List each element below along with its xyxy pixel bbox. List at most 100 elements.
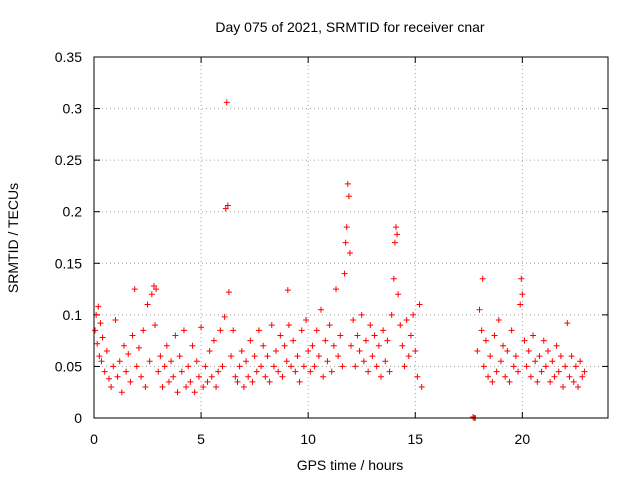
data-point xyxy=(195,373,202,380)
x-tick-label: 0 xyxy=(90,431,98,447)
data-point xyxy=(284,287,291,294)
data-point xyxy=(172,332,179,339)
data-point xyxy=(555,368,562,375)
data-point xyxy=(412,347,419,354)
data-point xyxy=(581,368,588,375)
data-point xyxy=(386,368,393,375)
data-point xyxy=(277,332,284,339)
data-point xyxy=(525,347,532,354)
data-point xyxy=(283,358,290,365)
data-point xyxy=(343,224,350,231)
data-point xyxy=(210,337,217,344)
data-point xyxy=(401,363,408,370)
data-point xyxy=(545,347,552,354)
data-point xyxy=(294,353,301,360)
data-point xyxy=(108,384,115,391)
data-point xyxy=(174,389,181,396)
data-point xyxy=(518,275,525,282)
data-point xyxy=(369,353,376,360)
data-point xyxy=(215,368,222,375)
data-point xyxy=(114,373,121,380)
data-point xyxy=(224,202,231,209)
data-point xyxy=(373,363,380,370)
data-point xyxy=(371,332,378,339)
data-point xyxy=(266,378,273,385)
data-point xyxy=(223,99,230,106)
data-point xyxy=(346,249,353,256)
data-point xyxy=(96,353,103,360)
data-point xyxy=(337,332,344,339)
plot-frame xyxy=(93,56,609,419)
data-point xyxy=(296,378,303,385)
data-point xyxy=(313,327,320,334)
data-point xyxy=(131,286,138,293)
data-point xyxy=(95,303,102,310)
data-point xyxy=(536,353,543,360)
data-point xyxy=(515,368,522,375)
data-point xyxy=(330,342,337,349)
data-point xyxy=(189,342,196,349)
data-point xyxy=(219,363,226,370)
data-point xyxy=(523,363,530,370)
data-point xyxy=(335,353,342,360)
data-point xyxy=(577,358,584,365)
data-point xyxy=(129,332,136,339)
data-point xyxy=(213,384,220,391)
data-point xyxy=(183,384,190,391)
data-point xyxy=(138,373,145,380)
data-point xyxy=(273,347,280,354)
y-tick-label: 0.15 xyxy=(55,255,82,271)
data-point xyxy=(510,363,517,370)
data-point xyxy=(152,322,159,329)
data-point xyxy=(236,363,243,370)
data-point xyxy=(476,306,483,313)
data-point xyxy=(178,368,185,375)
data-point xyxy=(560,384,567,391)
data-point xyxy=(318,306,325,313)
data-point xyxy=(127,378,134,385)
data-point xyxy=(202,363,209,370)
data-point xyxy=(225,289,232,296)
data-point xyxy=(180,327,187,334)
x-tick-label: 20 xyxy=(515,431,531,447)
data-point xyxy=(228,353,235,360)
data-point xyxy=(339,363,346,370)
data-point xyxy=(112,317,119,324)
data-point xyxy=(534,378,541,385)
data-point xyxy=(165,378,172,385)
data-point xyxy=(258,363,265,370)
data-point xyxy=(538,368,545,375)
data-point xyxy=(360,358,367,365)
data-point xyxy=(519,291,526,298)
data-point xyxy=(101,368,108,375)
data-point xyxy=(187,378,194,385)
data-point xyxy=(345,193,352,200)
data-point xyxy=(168,358,175,365)
data-point xyxy=(410,311,417,318)
data-point xyxy=(403,317,410,324)
data-point xyxy=(253,368,260,375)
data-point xyxy=(407,332,414,339)
data-point xyxy=(495,317,502,324)
data-point xyxy=(333,286,340,293)
data-point xyxy=(390,275,397,282)
data-point xyxy=(487,353,494,360)
data-point xyxy=(94,340,101,347)
data-point xyxy=(240,384,247,391)
data-point xyxy=(384,337,391,344)
data-point xyxy=(221,313,228,320)
data-point xyxy=(270,363,277,370)
data-point xyxy=(170,373,177,380)
data-point xyxy=(326,322,333,329)
x-tick-label: 15 xyxy=(407,431,423,447)
data-point xyxy=(281,342,288,349)
data-point xyxy=(542,363,549,370)
data-point xyxy=(251,353,258,360)
data-point xyxy=(116,358,123,365)
data-point xyxy=(255,327,262,334)
data-point xyxy=(193,358,200,365)
data-point xyxy=(350,317,357,324)
data-point xyxy=(320,373,327,380)
data-point xyxy=(540,337,547,344)
data-point xyxy=(200,384,207,391)
